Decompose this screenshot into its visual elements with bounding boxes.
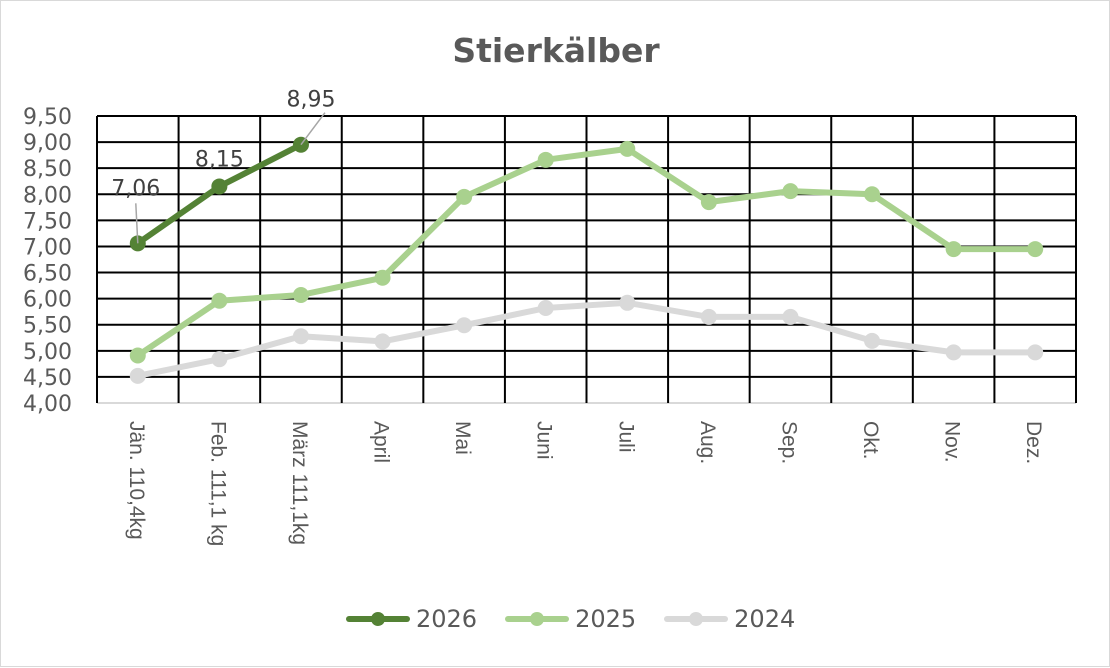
legend-marker-icon <box>664 608 729 630</box>
data-point-2024[interactable] <box>292 328 309 345</box>
data-point-2024[interactable] <box>456 317 473 334</box>
y-tick-label: 5,50 <box>23 314 72 339</box>
data-point-2025[interactable] <box>1027 241 1044 258</box>
x-tick-label: Jän. 110,4kg <box>125 421 148 540</box>
data-point-2025[interactable] <box>945 241 962 258</box>
x-tick-label: Nov. <box>941 421 964 463</box>
data-label: 8,15 <box>195 147 244 172</box>
x-tick-label: Dez. <box>1022 421 1045 464</box>
x-tick-label: Okt. <box>859 421 882 460</box>
x-tick-label: Juni <box>533 421 556 460</box>
data-point-2025[interactable] <box>456 188 473 205</box>
data-point-2024[interactable] <box>1027 344 1044 361</box>
legend-item-2026[interactable]: 2026 <box>346 605 477 633</box>
y-tick-label: 9,50 <box>23 105 72 130</box>
legend-label: 2025 <box>575 605 637 633</box>
data-point-2024[interactable] <box>211 351 228 368</box>
data-point-2025[interactable] <box>374 269 391 286</box>
data-point-2024[interactable] <box>700 308 717 325</box>
data-point-2024[interactable] <box>537 300 554 317</box>
y-tick-label: 6,00 <box>23 288 72 313</box>
data-point-2025[interactable] <box>619 140 636 157</box>
y-tick-label: 8,50 <box>23 157 72 182</box>
data-point-2025[interactable] <box>864 186 881 203</box>
data-point-2024[interactable] <box>374 333 391 350</box>
data-point-2024[interactable] <box>619 294 636 311</box>
data-point-2024[interactable] <box>129 367 146 384</box>
x-tick-label: März 111,1kg <box>288 421 311 545</box>
legend-marker-icon <box>505 608 570 630</box>
x-tick-label: April <box>370 421 393 463</box>
y-tick-label: 7,00 <box>23 235 72 260</box>
legend-label: 2024 <box>734 605 796 633</box>
x-tick-label: Juli <box>614 421 637 453</box>
data-point-2025[interactable] <box>129 347 146 364</box>
series-line-2025 <box>134 145 1039 359</box>
y-tick-label: 5,00 <box>23 340 72 365</box>
x-tick-label: Mai <box>451 421 474 455</box>
data-point-2025[interactable] <box>700 194 717 211</box>
data-point-2025[interactable] <box>211 292 228 309</box>
legend-marker-icon <box>346 608 410 630</box>
x-tick-label: Sep. <box>777 421 800 464</box>
legend: 2026 2025 2024 <box>346 605 795 633</box>
chart-title: Stierkälber <box>452 31 660 70</box>
data-label: 8,95 <box>286 88 335 113</box>
data-point-2026[interactable] <box>211 178 228 195</box>
series-line-2024 <box>134 299 1039 379</box>
leader-line <box>300 112 326 146</box>
leader-line <box>135 203 139 244</box>
x-tick-label: Feb. 111,1 kg <box>206 421 229 546</box>
legend-label: 2026 <box>416 605 478 633</box>
legend-item-2025[interactable]: 2025 <box>505 605 636 633</box>
data-label: 7,06 <box>111 176 160 201</box>
data-point-2024[interactable] <box>945 344 962 361</box>
y-tick-label: 9,00 <box>23 131 72 156</box>
data-point-2024[interactable] <box>864 332 881 349</box>
y-tick-label: 6,50 <box>23 262 72 287</box>
y-tick-label: 7,50 <box>23 209 72 234</box>
y-tick-label: 4,50 <box>23 366 72 391</box>
data-point-2025[interactable] <box>292 286 309 303</box>
y-tick-label: 8,00 <box>23 183 72 208</box>
legend-item-2024[interactable]: 2024 <box>664 605 795 633</box>
data-point-2025[interactable] <box>782 183 799 200</box>
x-tick-label: Aug. <box>696 421 719 464</box>
y-tick-label: 4,00 <box>23 392 72 417</box>
data-point-2024[interactable] <box>782 308 799 325</box>
data-point-2025[interactable] <box>537 151 554 168</box>
